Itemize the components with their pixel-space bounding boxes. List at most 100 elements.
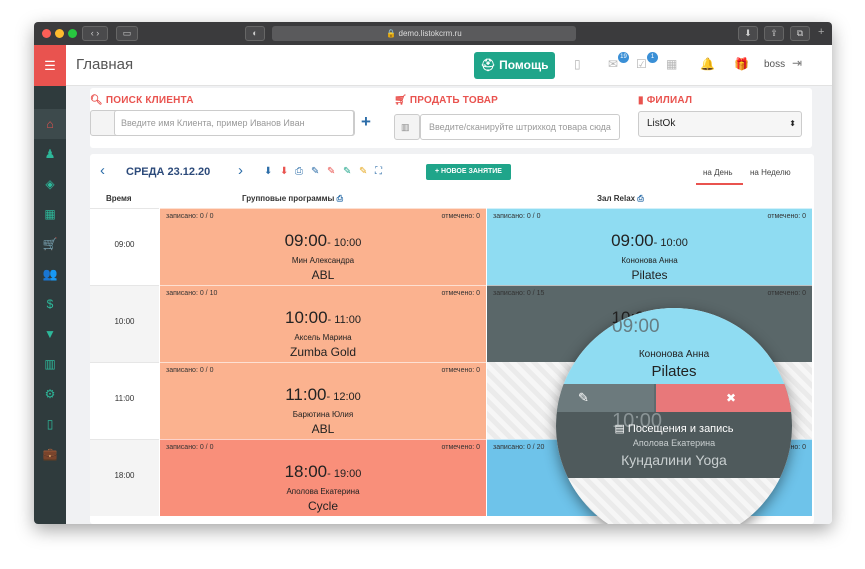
- new-tab-icon[interactable]: +: [818, 26, 825, 38]
- view-day-tab[interactable]: на День: [703, 168, 733, 177]
- briefcase-icon[interactable]: 💼: [42, 447, 58, 461]
- branch-heading: ▮ ФИЛИАЛ: [638, 95, 693, 106]
- user-name[interactable]: boss: [764, 59, 786, 70]
- session-slot[interactable]: записано: 0 / 0 отмечено: 0 09:00- 10:00 Ко…: [487, 208, 812, 285]
- calendar-icon[interactable]: ▦: [44, 207, 56, 221]
- time-cell: [90, 439, 159, 516]
- home-icon[interactable]: ⌂: [34, 109, 66, 139]
- help-button[interactable]: ⛑ Помощь: [474, 52, 555, 79]
- barcode-icon: ▥: [394, 114, 420, 140]
- filter-icon[interactable]: ▼: [44, 327, 56, 341]
- print-icon[interactable]: ⎙: [295, 166, 303, 177]
- dollar-icon[interactable]: $: [46, 297, 54, 311]
- checked-count: отмечено: 0: [767, 213, 807, 220]
- download-icon[interactable]: ⬇: [738, 26, 758, 41]
- client-search-box: Введите имя Клиента, пример Иванов Иван: [90, 110, 355, 136]
- booked-count: записано: 0 / 0: [166, 444, 214, 451]
- lock-icon: 🔒: [386, 29, 399, 38]
- zoomed-kundalini-slot[interactable]: 10:00 ▤ Посещения и запись Аполова Екате…: [556, 410, 792, 478]
- cart-icon[interactable]: 🛒: [42, 237, 58, 251]
- add-client-icon[interactable]: +: [361, 112, 371, 131]
- document-icon: ▤: [614, 423, 628, 435]
- back-forward-icon[interactable]: ‹ ›: [82, 26, 108, 41]
- session-time: 11:00- 12:00: [285, 385, 361, 404]
- coach-name: Мин Александра: [291, 256, 355, 265]
- class-name: Cycle: [307, 499, 338, 513]
- tasks-icon[interactable]: ☑: [636, 57, 647, 71]
- barcode-input[interactable]: Введите/сканируйте штрихкод товара сюда: [420, 114, 620, 140]
- address-bar[interactable]: 🔒 demo.listokcrm.ru: [272, 26, 576, 41]
- zoomed-pilates-slot[interactable]: 09:00 Кононова Анна Pilates: [556, 308, 792, 384]
- group-column-header: Групповые программы ⎙: [242, 194, 344, 203]
- class-name: ABL: [311, 422, 335, 436]
- help-icon: ⛑: [480, 58, 500, 72]
- booked-count: записано: 0 / 0: [493, 213, 541, 220]
- visits-button[interactable]: ▤ Посещения и запись: [614, 423, 734, 435]
- date-label[interactable]: СРЕДА 23.12.20: [126, 166, 211, 178]
- edit-red-icon[interactable]: ✎: [327, 166, 336, 177]
- delete-session-button[interactable]: ✖: [656, 384, 792, 412]
- schedule-icon[interactable]: ▦: [666, 57, 678, 71]
- time-cell: [90, 285, 159, 362]
- privacy-icon[interactable]: ◐: [245, 26, 265, 41]
- class-name: ABL: [311, 268, 335, 282]
- browser-window: ‹ › ▭ ◐ 🔒 demo.listokcrm.ru ⬇ ⇪ ⧉ + ☰ ⌂ …: [34, 22, 832, 524]
- box-icon[interactable]: ◈: [45, 177, 55, 191]
- close-window-button[interactable]: [42, 29, 51, 38]
- print-icon[interactable]: ⎙: [637, 194, 644, 203]
- view-week-tab[interactable]: на Неделю: [750, 168, 791, 177]
- chart-icon[interactable]: ▥: [44, 357, 56, 371]
- sidebar: ☰ ⌂ ♟ ◈ ▦ 🛒 👥 $ ▼ ▥ ⚙ ▯ 💼: [34, 45, 66, 524]
- sidebar-toggle-icon[interactable]: ▭: [116, 26, 138, 41]
- maximize-window-button[interactable]: [68, 29, 77, 38]
- zoomed-kundalini-coach: Аполова Екатерина: [632, 438, 716, 448]
- client-search-input[interactable]: Введите имя Клиента, пример Иванов Иван: [114, 110, 354, 136]
- branch-select[interactable]: ListOk ⬍: [638, 111, 802, 137]
- booked-count: записано: 0 / 10: [166, 290, 218, 297]
- mobile-icon[interactable]: ▯: [46, 417, 54, 431]
- frame-icon[interactable]: ⛶: [375, 166, 382, 177]
- session-slot[interactable]: записано: 0 / 0 отмечено: 0 11:00- 12:00 Ба…: [160, 362, 486, 439]
- session-time: 09:00- 10:00: [284, 231, 362, 250]
- session-slot[interactable]: записано: 0 / 0 отмечено: 0 18:00- 19:00 Ап…: [160, 439, 486, 516]
- help-label: Помощь: [499, 58, 549, 72]
- session-slot[interactable]: записано: 0 / 0 отмечено: 0 09:00- 10:00 Ми…: [160, 208, 486, 285]
- gift-icon[interactable]: 🎁: [734, 57, 749, 71]
- edit-green-icon[interactable]: ✎: [343, 166, 352, 177]
- tabs-icon[interactable]: ⧉: [790, 26, 810, 41]
- next-day-icon[interactable]: ›: [238, 162, 243, 179]
- time-cell: [90, 362, 159, 439]
- messages-icon[interactable]: ✉: [608, 57, 619, 71]
- quick-actions-card: 🔍︎ ПОИСК КЛИЕНТА Введите имя Клиента, пр…: [90, 88, 812, 148]
- prev-day-icon[interactable]: ‹: [100, 162, 105, 179]
- edit-session-button[interactable]: ✎: [556, 384, 654, 412]
- cart-icon: 🛒︎: [394, 95, 407, 106]
- minimize-window-button[interactable]: [55, 29, 64, 38]
- relax-column-header: Зал Relax ⎙: [597, 194, 644, 203]
- checked-count: отмечено: 0: [767, 290, 807, 297]
- edit-yellow-icon[interactable]: ✎: [359, 166, 368, 177]
- print-icon[interactable]: ⎙: [336, 194, 344, 203]
- url-text: demo.listokcrm.ru: [398, 29, 462, 38]
- users-icon[interactable]: 👥: [42, 267, 58, 281]
- share-icon[interactable]: ⇪: [764, 26, 784, 41]
- download-red-icon[interactable]: ⬇: [280, 166, 289, 177]
- class-name: Zumba Gold: [289, 345, 357, 359]
- logout-icon[interactable]: ⇥: [792, 56, 803, 70]
- person-icon[interactable]: ♟: [44, 147, 56, 161]
- search-icon: 🔍︎: [90, 95, 103, 106]
- calendar-toolbar: ‹ СРЕДА 23.12.20 › ⬇ ⬇ ⎙ ✎ ✎ ✎ ✎ ⛶ + НОВ…: [90, 154, 814, 188]
- session-time: 18:00- 19:00: [284, 462, 362, 481]
- checked-count: отмечено: 0: [441, 290, 481, 297]
- download-icon[interactable]: ⬇: [264, 166, 273, 177]
- client-card-icon[interactable]: ▯: [574, 57, 581, 71]
- coach-name: Аксель Марина: [294, 333, 352, 342]
- edit-icon[interactable]: ✎: [311, 166, 320, 177]
- session-slot[interactable]: записано: 0 / 10 отмечено: 0 10:00- 11:00 А…: [160, 285, 486, 362]
- menu-icon[interactable]: ☰: [34, 45, 66, 86]
- session-time: 09:00- 10:00: [611, 231, 688, 250]
- settings-icon[interactable]: ⚙: [44, 387, 56, 401]
- bell-icon[interactable]: 🔔: [700, 57, 715, 71]
- zoomed-session-actions: ✎ ✖: [556, 384, 792, 412]
- new-session-button[interactable]: + НОВОЕ ЗАНЯТИЕ: [426, 164, 511, 180]
